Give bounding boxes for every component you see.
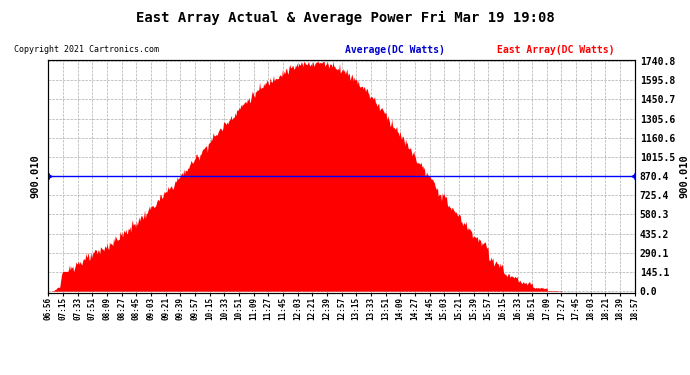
Y-axis label: 900.010: 900.010 (30, 154, 41, 198)
Text: East Array Actual & Average Power Fri Mar 19 19:08: East Array Actual & Average Power Fri Ma… (136, 11, 554, 26)
Text: Copyright 2021 Cartronics.com: Copyright 2021 Cartronics.com (14, 45, 159, 54)
Text: East Array(DC Watts): East Array(DC Watts) (497, 45, 614, 55)
Y-axis label: 900.010: 900.010 (679, 154, 689, 198)
Text: Average(DC Watts): Average(DC Watts) (345, 45, 445, 55)
